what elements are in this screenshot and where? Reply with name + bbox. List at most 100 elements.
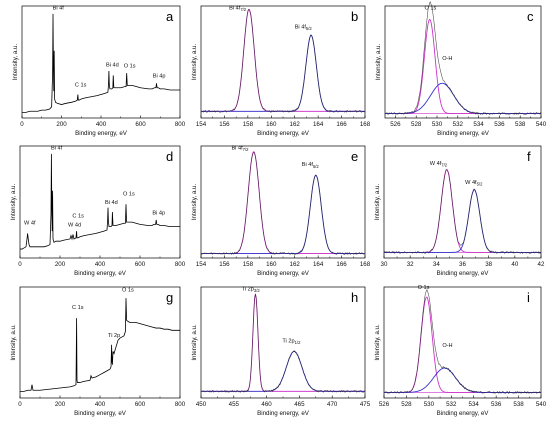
- x-axis-label: Binding energy, eV: [74, 410, 127, 417]
- measured-spectrum-line: [200, 8, 366, 113]
- x-tick-label: 168: [360, 121, 371, 128]
- fit-peak-line: [201, 350, 365, 392]
- x-tick-label: 540: [536, 401, 547, 408]
- fit-peak-line: [201, 34, 365, 112]
- x-tick-label: 538: [515, 121, 526, 128]
- x-tick-label: 200: [56, 121, 67, 128]
- peak-annotation: W 4f5/2: [465, 180, 483, 187]
- panel-letter: i: [527, 290, 530, 305]
- peak-annotation: Bi 4p: [152, 210, 165, 216]
- panel-letter: a: [166, 9, 174, 24]
- x-tick-label: 158: [243, 261, 254, 268]
- peak-annotation: W 4f7/2: [430, 161, 448, 168]
- panel-letter: c: [527, 9, 534, 24]
- y-axis-label: Intensity, a.u.: [12, 44, 19, 81]
- x-tick-label: 526: [390, 121, 401, 128]
- x-tick-label: 0: [20, 121, 24, 128]
- x-tick-label: 0: [18, 401, 22, 408]
- panel-f: 30 32 34 36 38 40 42 Binding energy, eV Intensit…: [374, 145, 545, 277]
- y-axis-label: Intensity, a.u.: [375, 44, 382, 81]
- x-tick-label: 36: [459, 261, 466, 268]
- x-tick-label: 42: [538, 261, 545, 268]
- panel-letter: h: [351, 290, 358, 305]
- fit-peak-line: [384, 189, 541, 253]
- plot-frame: [383, 286, 542, 399]
- x-tick-label: 600: [135, 121, 146, 128]
- x-tick-label: 460: [261, 401, 272, 408]
- x-axis-label: Binding energy, eV: [437, 410, 490, 417]
- peak-annotation: W 4f: [24, 220, 36, 226]
- peak-annotation: O 1s: [123, 191, 135, 197]
- plot-frame: [21, 5, 181, 119]
- panel-letter: g: [166, 290, 173, 305]
- peak-annotation: W 4d: [68, 223, 81, 229]
- peak-annotation: C 1s: [72, 305, 84, 311]
- x-tick-label: 400: [96, 121, 107, 128]
- spectrum-line: [22, 13, 180, 113]
- panel-a: 0 200 400 600 800 Binding energy, eV Intensity…: [12, 5, 186, 137]
- x-tick-label: 450: [196, 401, 207, 408]
- x-tick-label: 528: [401, 401, 412, 408]
- peak-annotation: Bi 4d: [105, 200, 118, 206]
- x-tick-label: 200: [55, 261, 66, 268]
- spectrum-line: [20, 153, 180, 250]
- x-tick-label: 158: [243, 121, 254, 128]
- x-tick-label: 30: [381, 261, 388, 268]
- x-tick-label: 526: [379, 401, 390, 408]
- peak-annotation: Bi 4p: [153, 74, 166, 80]
- x-tick-label: 154: [196, 261, 207, 268]
- x-tick-label: 38: [485, 261, 492, 268]
- x-tick-label: 168: [360, 261, 371, 268]
- y-axis-label: Intensity, a.u.: [374, 184, 381, 221]
- x-tick-label: 164: [313, 121, 324, 128]
- x-tick-label: 800: [175, 121, 186, 128]
- peak-annotation: Ti 2p3/2: [242, 286, 261, 293]
- panel-c: 526 528 530 532 534 536 538 540 Binding energy, …: [375, 1, 547, 137]
- x-tick-label: 536: [491, 401, 502, 408]
- y-axis-label: Intensity, a.u.: [191, 324, 198, 361]
- plot-frame: [200, 5, 366, 119]
- x-tick-label: 600: [135, 401, 146, 408]
- x-tick-label: 470: [327, 401, 338, 408]
- x-tick-label: 532: [453, 121, 464, 128]
- peak-annotation: Bi 4f: [51, 145, 63, 151]
- x-tick-label: 475: [360, 401, 371, 408]
- fit-peak-line: [385, 18, 541, 114]
- y-axis-label: Intensity, a.u.: [374, 324, 381, 361]
- y-axis-label: Intensity, a.u.: [10, 324, 17, 361]
- panel-letter: f: [527, 149, 531, 164]
- x-axis-label: Binding energy, eV: [74, 270, 127, 277]
- spectrum-line: [20, 298, 180, 392]
- fit-peak-line: [201, 151, 365, 254]
- panel-g: 0 200 400 600 800 Binding energy, eV Intensity…: [10, 286, 186, 417]
- plot-frame: [19, 145, 181, 259]
- measured-spectrum-line: [200, 151, 366, 256]
- x-axis-label: Binding energy, eV: [437, 130, 490, 137]
- fit-peak-line: [384, 367, 541, 393]
- x-tick-label: 32: [407, 261, 414, 268]
- x-tick-label: 34: [433, 261, 440, 268]
- fit-peak-line: [384, 296, 541, 393]
- x-tick-label: 528: [411, 121, 422, 128]
- panel-i: 526 528 530 532 534 536 538 540 Binding energy, …: [374, 285, 547, 417]
- x-tick-label: 600: [135, 261, 146, 268]
- x-axis-label: Binding energy, eV: [75, 130, 128, 137]
- x-tick-label: 800: [175, 261, 186, 268]
- x-tick-label: 0: [18, 261, 22, 268]
- x-tick-label: 530: [424, 401, 435, 408]
- peak-annotation: O 1s: [122, 287, 134, 293]
- peak-annotation: O-H: [442, 56, 452, 62]
- x-tick-label: 400: [95, 261, 106, 268]
- panel-letter: b: [351, 9, 358, 24]
- x-tick-label: 540: [536, 121, 547, 128]
- x-tick-label: 166: [336, 261, 347, 268]
- plot-frame: [200, 145, 366, 259]
- x-tick-label: 534: [469, 401, 480, 408]
- fit-peak-line: [384, 168, 541, 253]
- panel-letter: d: [166, 149, 173, 164]
- plot-frame: [384, 5, 542, 119]
- y-axis-label: Intensity, a.u.: [191, 44, 198, 81]
- x-tick-label: 455: [229, 401, 240, 408]
- x-tick-label: 40: [511, 261, 518, 268]
